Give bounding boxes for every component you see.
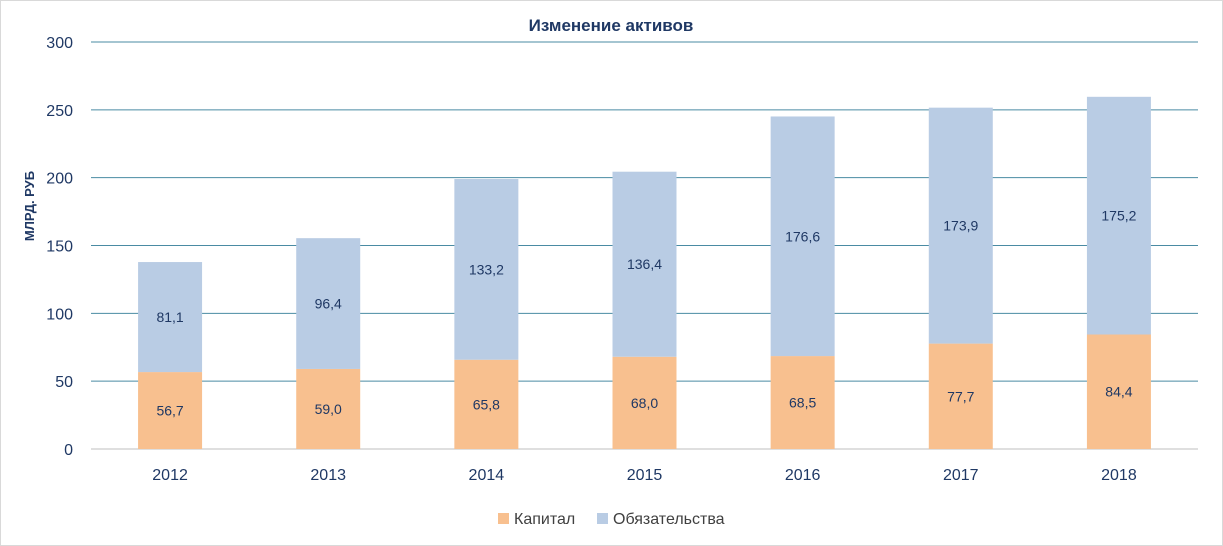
y-tick-label: 150 [46, 239, 73, 256]
data-label: 81,1 [156, 309, 183, 325]
x-tick-label: 2018 [1101, 467, 1137, 484]
data-label: 173,9 [943, 218, 978, 234]
bar-capital [770, 356, 835, 449]
bar-liabilities [1086, 96, 1151, 335]
data-label: 136,4 [627, 256, 662, 272]
data-label: 77,7 [947, 388, 974, 404]
x-axis-ticks: 2012 2013 2014 2015 2016 2017 2018 [152, 467, 1137, 484]
y-axis-label: МЛРД. РУБ [22, 171, 37, 241]
legend: Капитал Обязательства [498, 511, 725, 528]
chart-title: Изменение активов [529, 16, 694, 35]
y-tick-label: 250 [46, 103, 73, 120]
bar-liabilities [454, 179, 519, 360]
data-label: 175,2 [1101, 208, 1136, 224]
x-tick-label: 2013 [310, 467, 346, 484]
legend-swatch [498, 513, 509, 524]
data-labels: 56,7 81,1 59,0 96,4 65,8 133,2 68,0 136,4 68,5 17… [156, 208, 1136, 419]
data-label: 68,5 [789, 395, 816, 411]
data-label: 65,8 [473, 396, 500, 412]
x-tick-label: 2014 [469, 467, 505, 484]
data-label: 96,4 [315, 296, 342, 312]
y-tick-label: 300 [46, 35, 73, 52]
bar-capital [612, 356, 677, 449]
bar-liabilities [612, 171, 677, 357]
y-tick-label: 200 [46, 171, 73, 188]
bar-capital [296, 368, 361, 449]
y-tick-label: 50 [55, 374, 73, 391]
x-tick-label: 2017 [943, 467, 979, 484]
bar-capital [928, 343, 993, 449]
bar-capital [1086, 334, 1151, 449]
bar-liabilities [928, 107, 993, 344]
legend-label: Обязательства [613, 511, 725, 528]
legend-swatch [597, 513, 608, 524]
y-tick-label: 100 [46, 306, 73, 323]
x-tick-label: 2016 [785, 467, 821, 484]
bar-liabilities [770, 116, 835, 357]
bar-capital [454, 359, 519, 449]
legend-label: Капитал [514, 511, 575, 528]
bar-capital [138, 372, 203, 449]
data-label: 176,6 [785, 228, 820, 244]
x-tick-label: 2012 [152, 467, 188, 484]
bar-liabilities [296, 238, 361, 369]
bars [138, 96, 1151, 449]
bar-liabilities [138, 262, 203, 373]
data-label: 133,2 [469, 261, 504, 277]
y-axis-ticks: 0 50 100 150 200 250 300 [46, 35, 73, 459]
data-label: 56,7 [156, 403, 183, 419]
y-tick-label: 0 [64, 442, 73, 459]
x-tick-label: 2015 [627, 467, 663, 484]
data-label: 59,0 [315, 401, 342, 417]
data-label: 84,4 [1105, 384, 1132, 400]
data-label: 68,0 [631, 395, 658, 411]
